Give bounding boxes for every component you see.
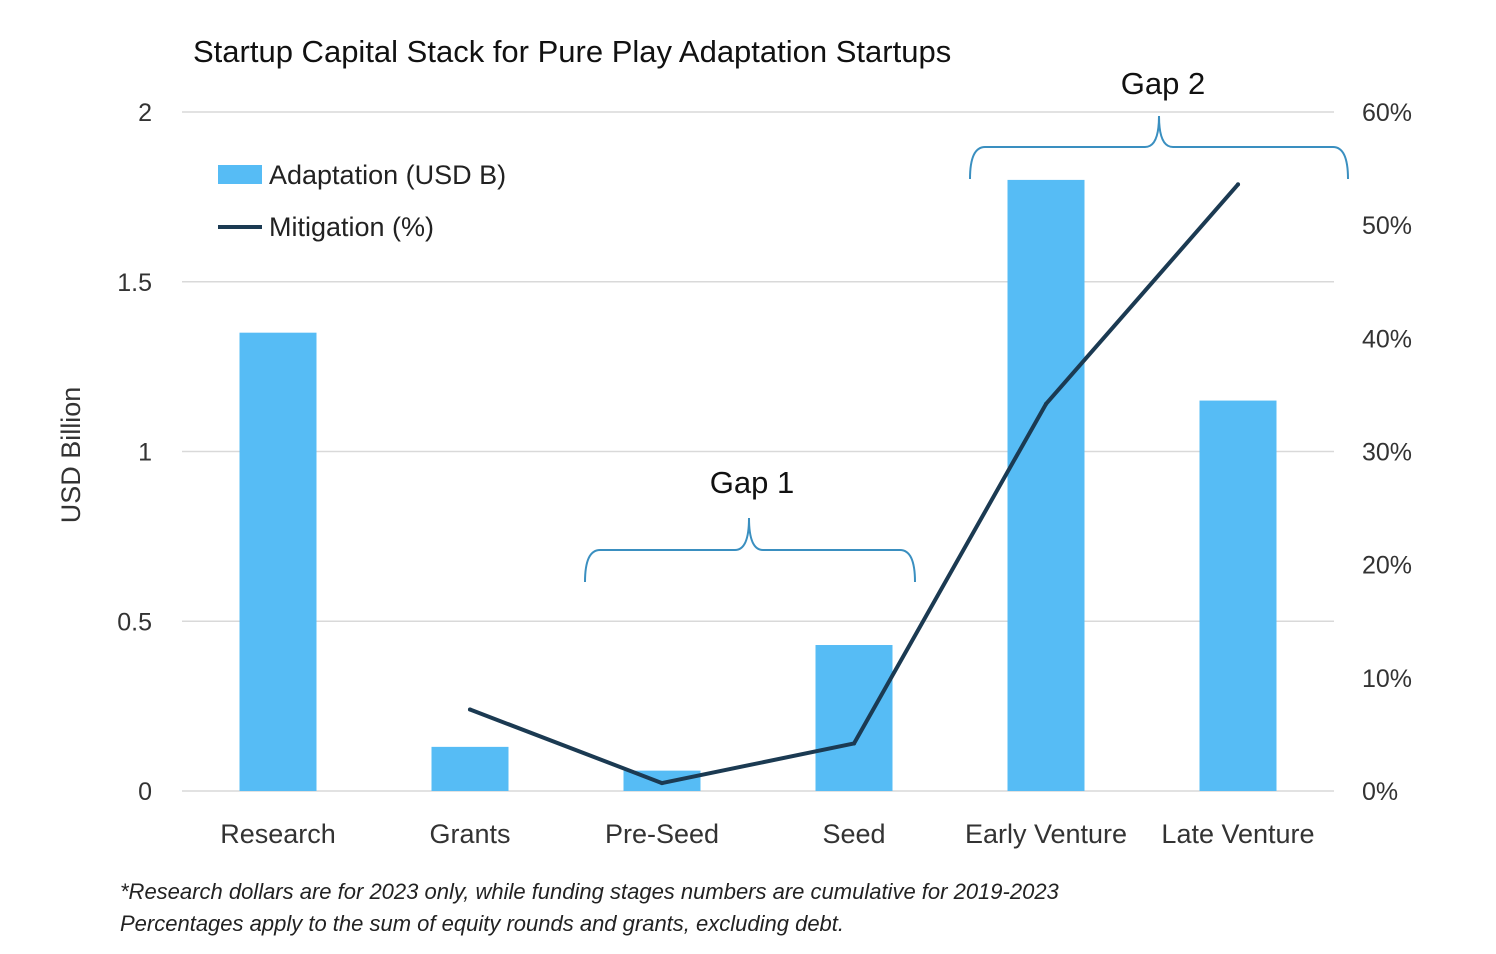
y2-tick-label: 60%	[1362, 99, 1412, 127]
gap-annotations: Gap 1 Gap 2	[584, 66, 1349, 583]
mitigation-point	[852, 741, 856, 746]
y2-tick-label: 20%	[1362, 552, 1412, 580]
y2-tick-label: 30%	[1362, 439, 1412, 467]
gap-1-label: Gap 1	[710, 465, 794, 500]
legend-label-adaptation: Adaptation (USD B)	[269, 160, 506, 190]
x-tick-label: Research	[220, 819, 336, 849]
x-tick-label: Seed	[822, 819, 885, 849]
mitigation-point	[468, 707, 472, 712]
y2-tick-label: 40%	[1362, 325, 1412, 353]
legend-swatch-adaptation	[218, 165, 262, 184]
y-tick-label: 0.5	[117, 608, 152, 636]
gap-2-brace	[969, 115, 1349, 180]
y-tick-label: 1	[138, 439, 152, 467]
y-tick-label: 0	[138, 778, 152, 806]
x-tick-label: Grants	[429, 819, 510, 849]
bar-research	[239, 332, 317, 791]
x-axis-ticks: Research Grants Pre-Seed Seed Early Venture L…	[220, 819, 1314, 849]
footnote-2: Percentages apply to the sum of equity r…	[120, 911, 844, 936]
y-tick-label: 1.5	[117, 269, 152, 297]
y2-tick-label: 10%	[1362, 665, 1412, 693]
legend-label-mitigation: Mitigation (%)	[269, 212, 434, 242]
x-tick-label: Pre-Seed	[605, 819, 719, 849]
mitigation-point	[1236, 182, 1240, 187]
x-tick-label: Late Venture	[1161, 819, 1314, 849]
y2-axis-ticks: 0% 10% 20% 30% 40% 50% 60%	[1362, 99, 1412, 806]
mitigation-point	[660, 781, 664, 786]
y-axis-label: USD Billion	[56, 387, 86, 524]
footnote-1: *Research dollars are for 2023 only, whi…	[120, 879, 1060, 904]
mitigation-point	[1044, 401, 1048, 406]
bar-grants	[431, 746, 509, 791]
y2-tick-label: 0%	[1362, 778, 1398, 806]
y-axis-ticks: 0 0.5 1 1.5 2	[117, 99, 152, 806]
bar-late-venture	[1199, 400, 1277, 791]
legend: Adaptation (USD B) Mitigation (%)	[218, 160, 506, 242]
x-tick-label: Early Venture	[965, 819, 1127, 849]
bar-early-venture	[1007, 179, 1085, 791]
y2-tick-label: 50%	[1362, 212, 1412, 240]
line-series	[468, 182, 1240, 786]
bar-series	[239, 179, 1277, 791]
gap-1-brace	[584, 517, 916, 583]
gap-2-label: Gap 2	[1121, 66, 1205, 101]
chart-title: Startup Capital Stack for Pure Play Adap…	[193, 34, 951, 69]
y-tick-label: 2	[138, 99, 152, 127]
bar-seed	[815, 645, 893, 791]
gridlines	[182, 111, 1334, 792]
